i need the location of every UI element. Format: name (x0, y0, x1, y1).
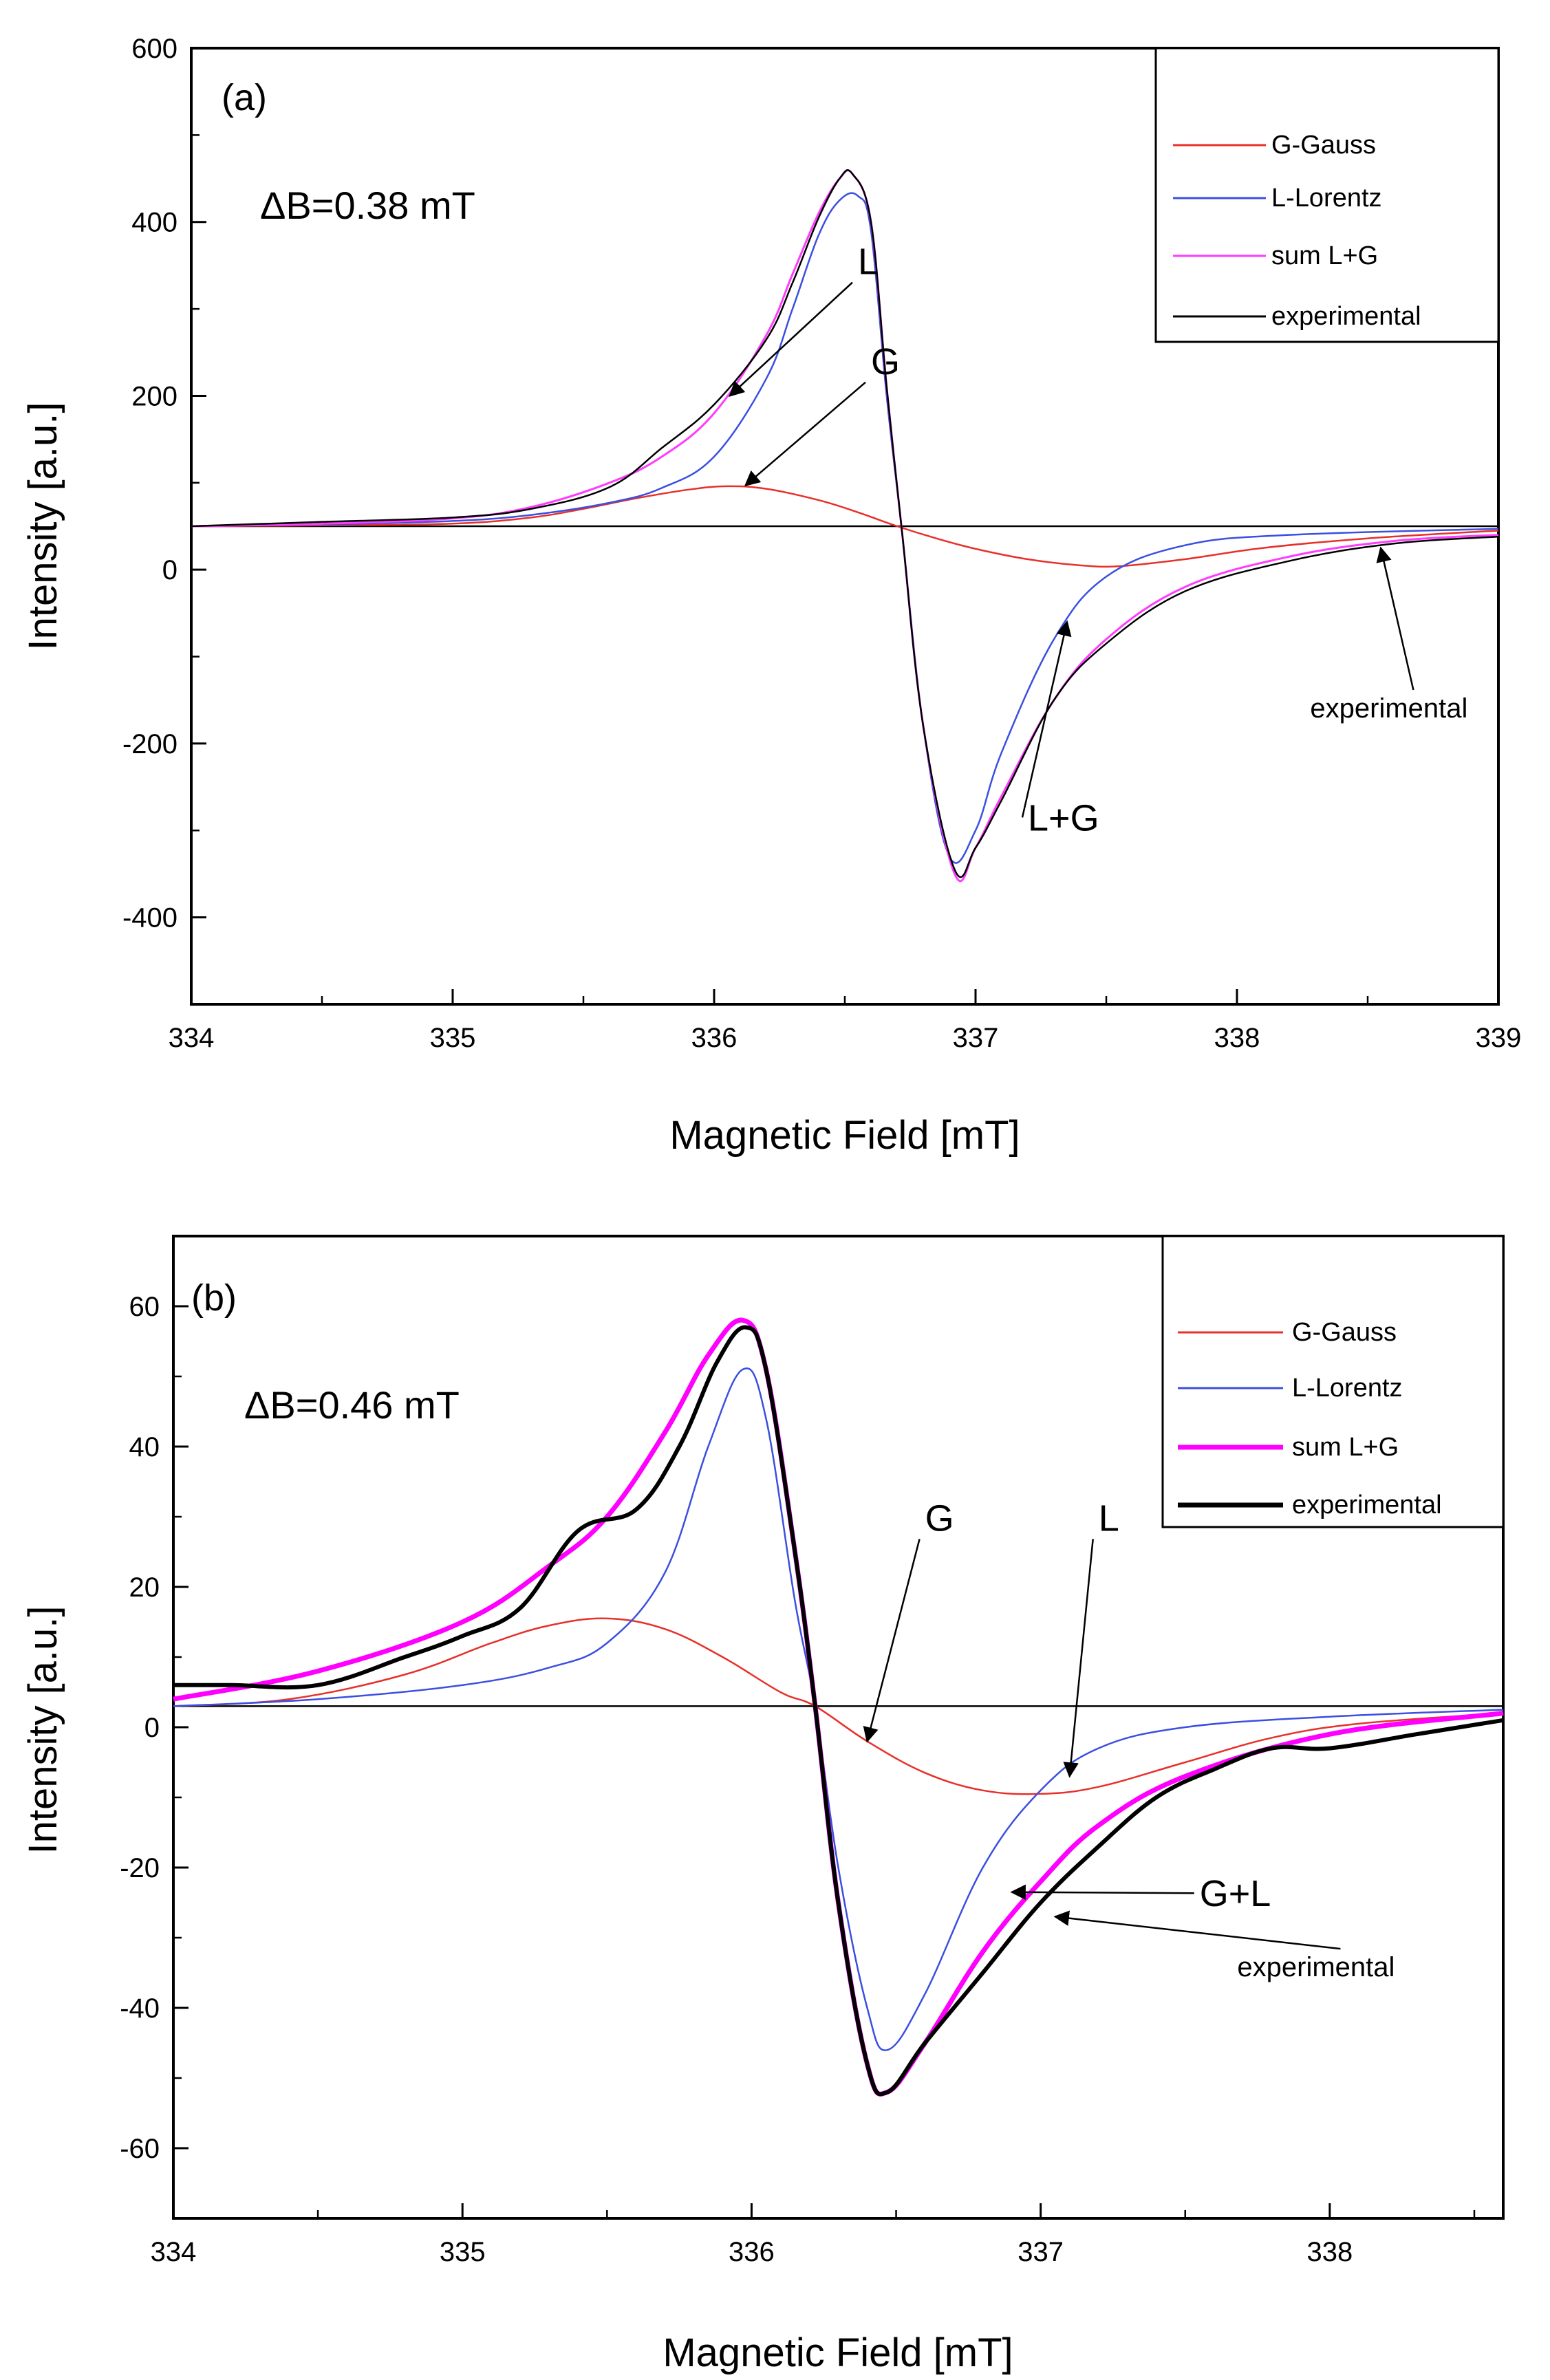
x-tick-label: 338 (1214, 1023, 1260, 1053)
x-axis-ticks: 334 335 336 337 338 (151, 2203, 1476, 2267)
annotation-l-g: L+G (1028, 797, 1099, 839)
delta-b-annotation: ΔB=0.46 mT (244, 1383, 460, 1427)
y-tick-label: 400 (131, 208, 177, 238)
x-tick-label: 336 (691, 1023, 738, 1053)
panel-label: (b) (191, 1277, 237, 1319)
annotation-experimental: experimental (1310, 693, 1467, 724)
x-axis-label: Magnetic Field [mT] (669, 1113, 1020, 1158)
x-tick-label: 335 (430, 1023, 476, 1053)
y-tick-label: 60 (129, 1292, 160, 1322)
annotation-l: L (1099, 1497, 1119, 1539)
x-axis-label: Magnetic Field [mT] (663, 2330, 1013, 2375)
x-tick-label: 338 (1306, 2237, 1353, 2267)
y-tick-label: -200 (122, 729, 177, 759)
y-tick-label: 600 (131, 34, 177, 64)
y-tick-label: 0 (162, 555, 177, 585)
legend-label-l-lorentz: L-Lorentz (1271, 184, 1382, 213)
x-tick-label: 334 (151, 2237, 197, 2267)
panel-a: 334 335 336 337 338 339 -400 -200 0 200 400 600 L G… (21, 34, 1521, 1158)
series-line-experimental (191, 169, 1499, 878)
annotation-arrow-experimental (1376, 546, 1414, 691)
x-axis-ticks: 334 335 336 337 338 339 (169, 989, 1522, 1053)
annotation-arrow-experimental (1053, 1910, 1341, 1950)
x-tick-label: 335 (440, 2237, 486, 2267)
annotation-arrows: G L G+L experimental (863, 1497, 1395, 1982)
legend-box (1161, 1235, 1505, 1528)
legend-label-experimental: experimental (1292, 1491, 1442, 1519)
series-line-experimental (173, 1325, 1504, 2097)
x-tick-label: 339 (1476, 1023, 1522, 1053)
legend-label-l-lorentz: L-Lorentz (1292, 1374, 1403, 1403)
legend-label-g-gauss: G-Gauss (1271, 131, 1376, 160)
y-tick-label: 40 (129, 1432, 160, 1462)
annotation-experimental: experimental (1237, 1952, 1395, 1982)
y-axis-label: Intensity [a.u.] (21, 1605, 65, 1854)
x-tick-label: 337 (1018, 2237, 1064, 2267)
legend-label-experimental: experimental (1271, 302, 1421, 331)
y-tick-label: 20 (129, 1572, 160, 1603)
legend-label-sum: sum L+G (1271, 241, 1378, 270)
delta-b-annotation: ΔB=0.38 mT (260, 184, 475, 227)
annotation-arrow-l-g (1021, 620, 1072, 818)
y-tick-label: -40 (120, 1993, 160, 2024)
annotation-arrows: L G L+G experimental (729, 241, 1467, 839)
legend-box (1154, 47, 1500, 343)
legend: G-Gauss L-Lorentz sum L+G experimental (1161, 1235, 1505, 1528)
panel-label: (a) (222, 77, 267, 118)
series-line-g-gauss (191, 485, 1499, 568)
series-lines (191, 169, 1499, 883)
y-tick-label: -20 (120, 1853, 160, 1883)
series-line-g-gauss (173, 1617, 1504, 1795)
annotation-arrow-g-l (1010, 1884, 1194, 1901)
x-tick-label: 336 (729, 2237, 775, 2267)
annotation-arrow-g (744, 381, 866, 487)
y-tick-label: 0 (144, 1713, 160, 1743)
annotation-arrow-l (1063, 1539, 1094, 1778)
annotation-g-l: G+L (1200, 1873, 1271, 1914)
series-lines (173, 1317, 1504, 2097)
y-tick-label: -400 (122, 903, 177, 933)
y-tick-label: 200 (131, 381, 177, 411)
y-axis-ticks: -60 -40 -20 0 20 40 60 (120, 1292, 189, 2164)
x-tick-label: 334 (169, 1023, 215, 1053)
y-axis-ticks: -400 -200 0 200 400 600 (122, 34, 206, 933)
panel-b: 334 335 336 337 338 -60 -40 -20 0 20 40 60 G L G+L ex… (21, 1235, 1505, 2375)
x-tick-label: 337 (953, 1023, 999, 1053)
annotation-arrow-g (863, 1539, 921, 1743)
legend-label-g-gauss: G-Gauss (1292, 1318, 1397, 1347)
y-axis-label: Intensity [a.u.] (21, 402, 65, 650)
annotation-g: G (925, 1497, 954, 1539)
annotation-g: G (871, 341, 900, 382)
annotation-arrow-l (729, 281, 853, 397)
annotation-l: L (858, 241, 879, 283)
legend-label-sum: sum L+G (1292, 1433, 1399, 1462)
y-tick-label: -60 (120, 2134, 160, 2164)
legend: G-Gauss L-Lorentz sum L+G experimental (1154, 47, 1500, 343)
